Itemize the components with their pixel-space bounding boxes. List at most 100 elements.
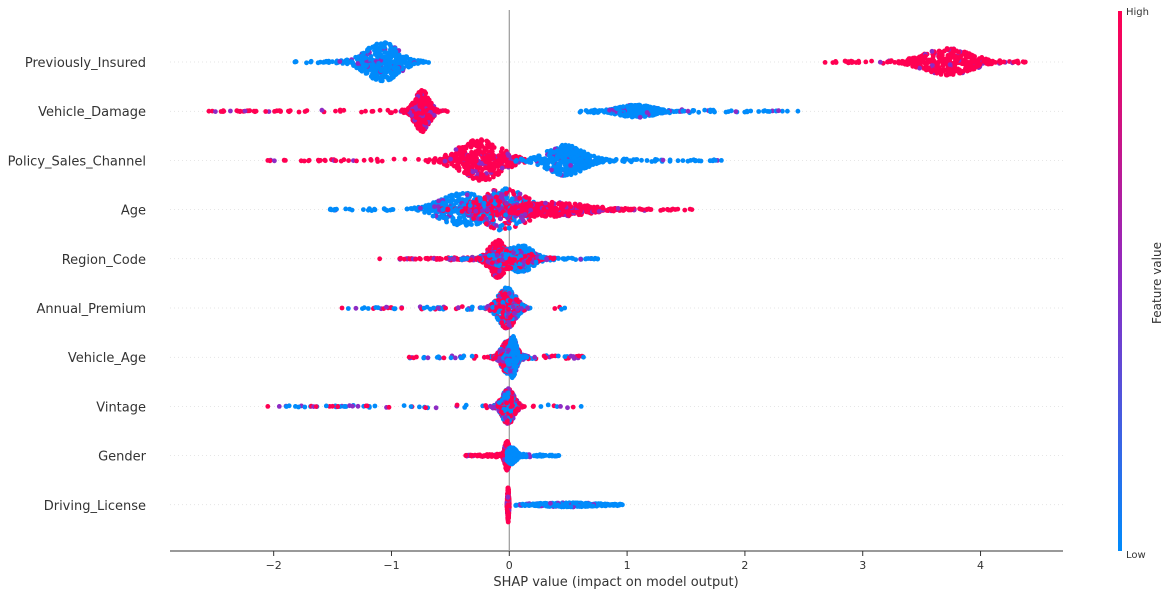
shap-point — [341, 107, 347, 113]
shap-point — [552, 306, 558, 311]
shap-point — [690, 108, 696, 114]
shap-point — [489, 260, 495, 265]
shap-point — [611, 206, 616, 212]
shap-point — [353, 54, 358, 60]
shap-point — [368, 74, 374, 79]
shap-point — [487, 244, 493, 250]
shap-point — [498, 216, 503, 222]
shap-point — [375, 159, 381, 164]
shap-point — [497, 199, 503, 205]
shap-point — [487, 176, 492, 182]
shap-point — [964, 68, 970, 74]
shap-point — [634, 157, 640, 162]
shap-point — [479, 216, 484, 222]
shap-point — [561, 203, 567, 209]
shap-point — [319, 107, 325, 113]
shap-point — [947, 62, 953, 67]
shap-point — [623, 113, 629, 119]
shap-point — [413, 115, 419, 120]
shap-point — [455, 158, 460, 164]
shap-point — [484, 138, 490, 144]
shap-point — [756, 109, 762, 114]
shap-point — [392, 306, 397, 312]
shap-point — [423, 256, 429, 261]
scatter-points — [206, 40, 1028, 525]
feature-points — [339, 285, 568, 331]
shap-point — [945, 69, 951, 75]
shap-point — [953, 66, 958, 72]
shap-point — [869, 58, 874, 64]
shap-point — [418, 205, 423, 211]
shap-point — [418, 58, 423, 64]
shap-point — [503, 261, 508, 267]
shap-point — [422, 101, 428, 106]
shap-point — [361, 56, 366, 62]
shap-point — [483, 216, 489, 221]
shap-point — [378, 68, 384, 74]
shap-point-min — [377, 256, 383, 262]
shap-point — [274, 108, 280, 114]
feature-points — [206, 88, 801, 135]
shap-point — [361, 305, 367, 311]
shap-point — [957, 54, 963, 59]
shap-point — [301, 158, 307, 164]
shap-point — [503, 252, 509, 257]
shap-point — [563, 153, 568, 159]
shap-point — [917, 65, 922, 71]
shap-point — [432, 204, 437, 210]
shap-point — [451, 208, 457, 214]
shap-point — [568, 163, 573, 168]
shap-point — [675, 158, 681, 164]
shap-point — [442, 158, 448, 164]
shap-point — [477, 256, 483, 262]
shap-point — [438, 108, 443, 114]
shap-point — [368, 157, 374, 163]
shap-point — [680, 108, 686, 114]
shap-point — [483, 221, 489, 227]
shap-point — [423, 90, 428, 96]
shap-point — [644, 207, 650, 213]
shap-point — [449, 151, 455, 157]
shap-point — [420, 119, 426, 125]
shap-point — [322, 157, 328, 163]
shap-point — [345, 306, 351, 311]
shap-point — [660, 157, 666, 163]
shap-point — [585, 205, 590, 210]
shap-point — [924, 64, 930, 70]
shap-point — [485, 159, 490, 165]
shap-point — [437, 256, 443, 261]
shap-point — [938, 51, 944, 57]
shap-point — [666, 207, 671, 213]
shap-point — [333, 158, 339, 164]
shap-point — [440, 200, 446, 206]
shap-point — [633, 103, 638, 109]
shap-point — [384, 304, 389, 310]
shap-point — [767, 109, 772, 114]
shap-point — [917, 61, 923, 67]
shap-point — [644, 110, 650, 115]
shap-point — [930, 54, 936, 59]
shap-point — [918, 56, 924, 62]
shap-point — [499, 146, 505, 152]
shap-point — [377, 107, 383, 113]
shap-point — [979, 55, 985, 60]
shap-point — [436, 198, 441, 204]
shap-point — [517, 195, 523, 201]
shap-point — [213, 109, 218, 114]
shap-point — [480, 208, 485, 214]
shap-point — [418, 256, 423, 262]
shap-point — [692, 158, 698, 164]
shap-point — [228, 108, 233, 114]
shap-point — [493, 209, 499, 215]
shap-point — [526, 267, 532, 272]
shap-point — [629, 114, 635, 120]
shap-point — [373, 51, 379, 57]
shap-point — [644, 158, 650, 163]
shap-point — [278, 108, 283, 114]
shap-point — [338, 158, 344, 164]
shap-point — [469, 304, 475, 310]
shap-point — [892, 60, 898, 65]
shap-point — [402, 156, 408, 162]
shap-point — [486, 253, 492, 258]
shap-point — [496, 153, 502, 159]
